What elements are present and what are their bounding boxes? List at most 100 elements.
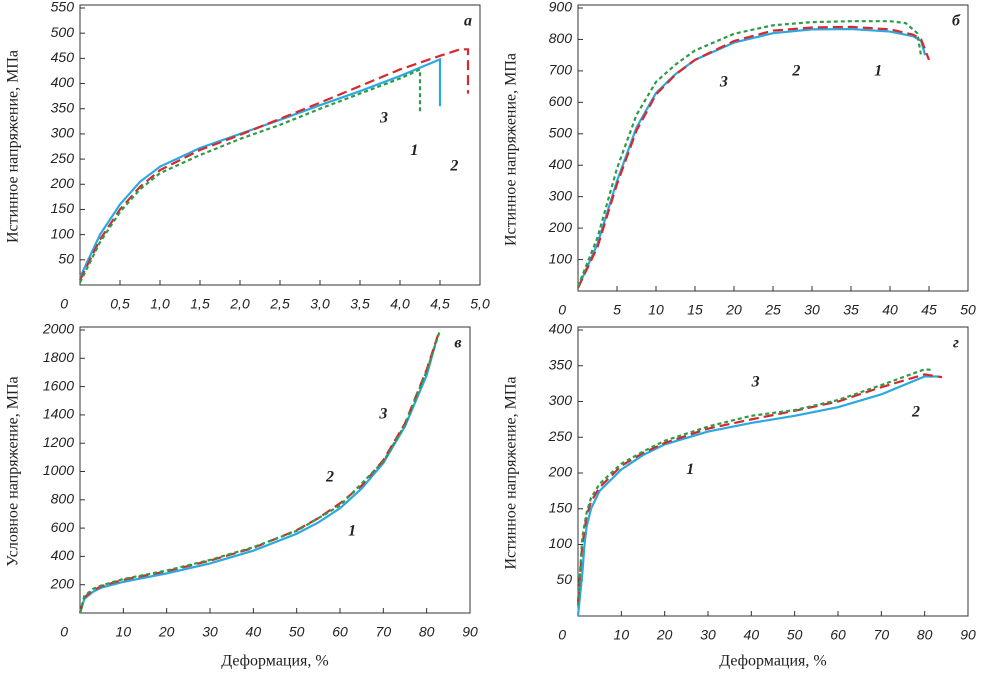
y-tick-label: 50 xyxy=(58,251,74,267)
x-tick-label: 0 xyxy=(558,302,566,318)
x-tick-label: 70 xyxy=(376,624,392,640)
x-tick-label: 20 xyxy=(656,627,673,643)
curve xyxy=(576,27,927,289)
y-tick-label: 250 xyxy=(50,150,75,166)
curve xyxy=(577,25,931,289)
x-tick-label: 5,0 xyxy=(470,296,490,312)
y-tick-label: 300 xyxy=(51,125,75,141)
x-tick-label: 4,5 xyxy=(430,296,450,312)
x-tick-label: 2,0 xyxy=(229,296,250,312)
y-tick-label: 450 xyxy=(51,49,75,65)
y-tick-label: 200 xyxy=(548,464,573,480)
x-tick-label: 0,5 xyxy=(110,296,130,312)
y-tick-label: 50 xyxy=(556,571,572,587)
series-label: 2 xyxy=(449,157,458,174)
y-tick-label: 200 xyxy=(50,575,75,591)
x-tick-label: 30 xyxy=(202,624,218,640)
y-tick-label: 1400 xyxy=(43,406,74,422)
series-label: 1 xyxy=(348,523,356,540)
y-tick-label: 400 xyxy=(549,156,573,172)
y-tick-label: 700 xyxy=(549,62,573,78)
y-tick-label: 100 xyxy=(549,250,573,266)
series-label: 3 xyxy=(379,109,388,126)
plot-frame xyxy=(577,4,969,292)
y-tick-label: 400 xyxy=(549,321,573,337)
y-tick-label: 150 xyxy=(549,499,573,515)
x-tick-label: 10 xyxy=(614,627,630,643)
x-axis-label: Деформация, % xyxy=(719,653,826,670)
y-axis-label: Истинное напряжение, МПа xyxy=(5,50,22,243)
y-tick-label: 1200 xyxy=(43,434,74,450)
y-tick-label: 150 xyxy=(51,200,75,216)
y-tick-label: 800 xyxy=(51,491,75,507)
x-tick-label: 50 xyxy=(289,624,305,640)
series-label: 2 xyxy=(325,469,334,486)
x-tick-label: 40 xyxy=(246,624,262,640)
y-tick-label: 400 xyxy=(51,74,75,90)
y-tick-label: 500 xyxy=(549,124,573,140)
x-tick-label: 60 xyxy=(332,624,348,640)
y-tick-label: 900 xyxy=(549,0,573,15)
x-tick-label: 80 xyxy=(917,627,933,643)
y-tick-label: 1800 xyxy=(43,349,74,365)
x-tick-label: 40 xyxy=(882,302,898,318)
x-tick-label: 45 xyxy=(921,302,937,318)
x-tick-label: 2,5 xyxy=(269,296,290,312)
series-label: 3 xyxy=(719,74,728,91)
x-tick-label: 90 xyxy=(960,627,976,643)
y-tick-label: 300 xyxy=(549,392,573,408)
x-tick-label: 1,0 xyxy=(150,296,170,312)
curve xyxy=(576,20,923,287)
series-label: 2 xyxy=(911,404,920,421)
curve xyxy=(78,331,441,614)
y-tick-label: 200 xyxy=(50,175,75,191)
series-label: 1 xyxy=(410,142,418,159)
y-tick-label: 800 xyxy=(549,30,573,46)
series-label: 2 xyxy=(791,63,800,80)
x-tick-label: 5 xyxy=(613,302,621,318)
x-tick-label: 1,5 xyxy=(190,296,210,312)
curve xyxy=(79,67,422,283)
x-tick-label: 20 xyxy=(158,624,175,640)
y-tick-label: 600 xyxy=(549,93,573,109)
x-tick-label: 10 xyxy=(648,302,664,318)
panel-label: г xyxy=(953,335,959,352)
series-label: 3 xyxy=(751,374,760,391)
y-tick-label: 300 xyxy=(549,187,573,203)
y-tick-label: 600 xyxy=(51,519,75,535)
y-tick-label: 350 xyxy=(51,99,75,115)
x-tick-label: 3,5 xyxy=(350,296,370,312)
y-tick-label: 2000 xyxy=(42,321,74,337)
curve xyxy=(79,48,470,281)
x-tick-label: 50 xyxy=(960,302,976,318)
y-tick-label: 350 xyxy=(549,356,573,372)
y-axis-label: Условное напряжение, МПа xyxy=(5,376,22,566)
curve xyxy=(78,329,441,614)
curve xyxy=(576,368,934,606)
y-tick-label: 250 xyxy=(548,428,573,444)
x-tick-label: 80 xyxy=(419,624,435,640)
plot-frame xyxy=(79,326,471,614)
series-label: 1 xyxy=(874,63,882,80)
x-tick-label: 40 xyxy=(744,627,760,643)
x-tick-label: 30 xyxy=(700,627,716,643)
curve xyxy=(576,373,943,602)
series-label: 1 xyxy=(686,461,694,478)
plot-frame xyxy=(79,4,481,286)
y-tick-label: 100 xyxy=(51,225,75,241)
y-tick-label: 200 xyxy=(548,219,573,235)
x-tick-label: 0 xyxy=(60,296,68,312)
x-tick-label: 0 xyxy=(60,624,68,640)
y-axis-label: Истинное напряжение, МПа xyxy=(503,376,520,569)
panel-label: в xyxy=(454,335,461,352)
series-label: 3 xyxy=(378,406,387,423)
x-tick-label: 3,0 xyxy=(310,296,330,312)
y-tick-label: 500 xyxy=(51,24,75,40)
x-tick-label: 90 xyxy=(462,624,478,640)
x-tick-label: 10 xyxy=(116,624,132,640)
x-tick-label: 20 xyxy=(725,302,742,318)
panel-label: а xyxy=(464,13,472,30)
y-tick-label: 1000 xyxy=(43,462,74,478)
plot-frame xyxy=(577,326,969,617)
